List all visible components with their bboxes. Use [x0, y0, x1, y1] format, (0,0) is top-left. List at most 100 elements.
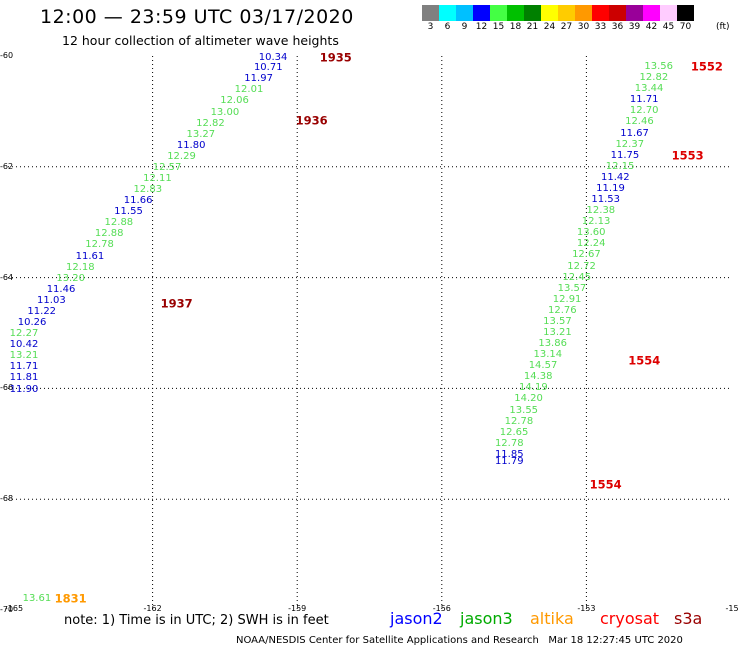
colorbar-label: 30 — [577, 22, 590, 32]
colorbar-swatch — [541, 5, 558, 21]
longitude-tick-label: -156 — [432, 604, 451, 613]
credit-text: NOAA/NESDIS Center for Satellite Applica… — [236, 635, 539, 646]
map-subtitle: 12 hour collection of altimeter wave hei… — [62, 33, 339, 48]
colorbar-label: 27 — [560, 22, 573, 32]
wave-height-mark: 11.97 — [244, 73, 273, 85]
pass-time-label: 1935 — [319, 50, 352, 65]
wave-height-mark: 12.82 — [196, 117, 225, 129]
wave-height-mark: 13.00 — [210, 106, 240, 118]
legend-jason2: jason2 — [390, 609, 443, 628]
wave-height-mark: 12.65 — [499, 426, 529, 438]
longitude-tick-label: -153 — [577, 604, 596, 613]
wave-height-mark: 10.34 — [258, 51, 288, 63]
colorbar-swatch — [609, 5, 626, 21]
wave-height-mark: 12.46 — [625, 116, 654, 128]
wave-height-mark: 11.42 — [600, 171, 630, 183]
longitude-tick-label: -162 — [143, 604, 162, 613]
altimeter-map: 10.34 10.71 11.97 12.01 12.06 13.00 12.82 13.27… — [8, 51, 731, 610]
wave-height-mark: 13.60 — [576, 227, 606, 239]
wave-height-mark: 13.56 — [644, 61, 674, 73]
colorbar-swatch — [422, 5, 439, 21]
wave-height-mark: 12.88 — [94, 228, 124, 240]
latitude-tick-label: -70 — [0, 605, 14, 614]
wave-height-mark: 12.70 — [629, 105, 659, 117]
wave-height-mark: 11.85 — [494, 448, 524, 460]
wave-height-mark: 12.13 — [581, 216, 611, 228]
colorbar-swatch — [575, 5, 592, 21]
colorbar-label: 12 — [475, 22, 488, 32]
wave-height-mark: 12.83 — [133, 184, 163, 196]
colorbar-swatch — [660, 5, 677, 21]
latitude-tick-label: -64 — [0, 272, 14, 282]
wave-height-mark: 11.53 — [591, 194, 620, 206]
wave-height-mark: 12.72 — [567, 260, 596, 272]
colorbar-label: 36 — [611, 22, 624, 32]
wave-height-mark: 12.06 — [220, 95, 249, 107]
colorbar-swatch — [592, 5, 609, 21]
colorbar-swatch — [456, 5, 473, 21]
timestamp-text: Mar 18 12:27:45 UTC 2020 — [548, 635, 683, 646]
wave-height-mark: 13.55 — [509, 404, 539, 416]
wave-height-mark: 11.19 — [596, 182, 625, 194]
colorbar-swatch — [473, 5, 490, 21]
colorbar-swatch — [626, 5, 643, 21]
pass-time-label: 1937 — [160, 296, 193, 311]
wave-height-mark: 10.42 — [9, 339, 39, 351]
wave-height-mark: 12.82 — [639, 72, 669, 84]
wave-height-mark: 12.37 — [615, 138, 645, 150]
latitude-tick-label: -68 — [0, 494, 14, 504]
pass-time-label: 1552 — [690, 59, 723, 74]
legend-s3a: s3a — [674, 609, 703, 628]
legend-cryosat: cryosat — [600, 609, 660, 628]
colorbar-label: 39 — [628, 22, 641, 32]
wave-height-mark: 13.21 — [543, 327, 572, 338]
wave-height-mark: 14.38 — [523, 371, 553, 383]
wave-height-mark: 13.57 — [557, 282, 587, 294]
wave-height-mark: 11.79 — [494, 456, 524, 468]
wave-height-mark: 13.14 — [533, 349, 563, 361]
wave-height-mark: 13.21 — [9, 350, 39, 362]
colorbar-label: 24 — [543, 22, 556, 32]
wave-height-mark: 13.61 — [22, 592, 52, 604]
longitude-tick-label: -165 — [4, 604, 24, 613]
wave-height-mark: 11.90 — [9, 383, 39, 395]
colorbar-swatch — [490, 5, 507, 21]
wave-height-mark: 11.80 — [176, 139, 206, 151]
colorbar-label: 9 — [461, 22, 468, 32]
wave-height-mark: 11.61 — [75, 250, 105, 262]
wave-height-mark: 12.76 — [547, 304, 577, 316]
colorbar-label: 18 — [509, 22, 522, 32]
wave-height-mark: 12.11 — [143, 172, 172, 184]
colorbar-unit: (ft) — [716, 22, 730, 32]
wave-height-mark: 11.55 — [114, 206, 143, 218]
colorbar-swatch — [507, 5, 524, 21]
colorbar-label: 21 — [526, 22, 539, 32]
wave-height-mark: 11.71 — [629, 94, 659, 106]
wave-height-mark: 11.75 — [610, 149, 640, 161]
pass-time-label: 1554 — [628, 353, 661, 368]
colorbar-label: 6 — [444, 22, 451, 32]
wave-height-mark: 14.20 — [514, 393, 543, 405]
colorbar-swatch — [524, 5, 541, 21]
wave-height-mark: 12.57 — [152, 161, 182, 173]
wave-height-mark: 10.71 — [253, 62, 283, 74]
wave-height-mark: 14.57 — [528, 360, 558, 372]
wave-height-mark: 13.57 — [543, 315, 572, 327]
wave-height-mark: 12.88 — [104, 217, 134, 229]
wave-height-mark: 11.71 — [9, 361, 39, 373]
colorbar-swatch — [439, 5, 456, 21]
wave-height-mark: 12.78 — [85, 239, 114, 251]
pass-time-label: 1936 — [295, 113, 328, 128]
colorbar-label: 15 — [492, 22, 505, 32]
colorbar-label: 33 — [594, 22, 607, 32]
colorbar-swatch — [643, 5, 660, 21]
wave-height-mark: 12.38 — [586, 205, 616, 217]
colorbar-label: 45 — [662, 22, 675, 32]
wave-height-mark: 12.15 — [605, 160, 635, 172]
wave-height-mark: 14.19 — [519, 382, 548, 394]
wave-height-mark: 13.27 — [186, 128, 216, 140]
footnote: note: 1) Time is in UTC; 2) SWH is in fe… — [64, 613, 329, 628]
wave-height-mark: 11.46 — [46, 283, 76, 295]
latitude-tick-label: -62 — [0, 161, 14, 171]
wave-height-mark: 13.20 — [56, 272, 85, 284]
